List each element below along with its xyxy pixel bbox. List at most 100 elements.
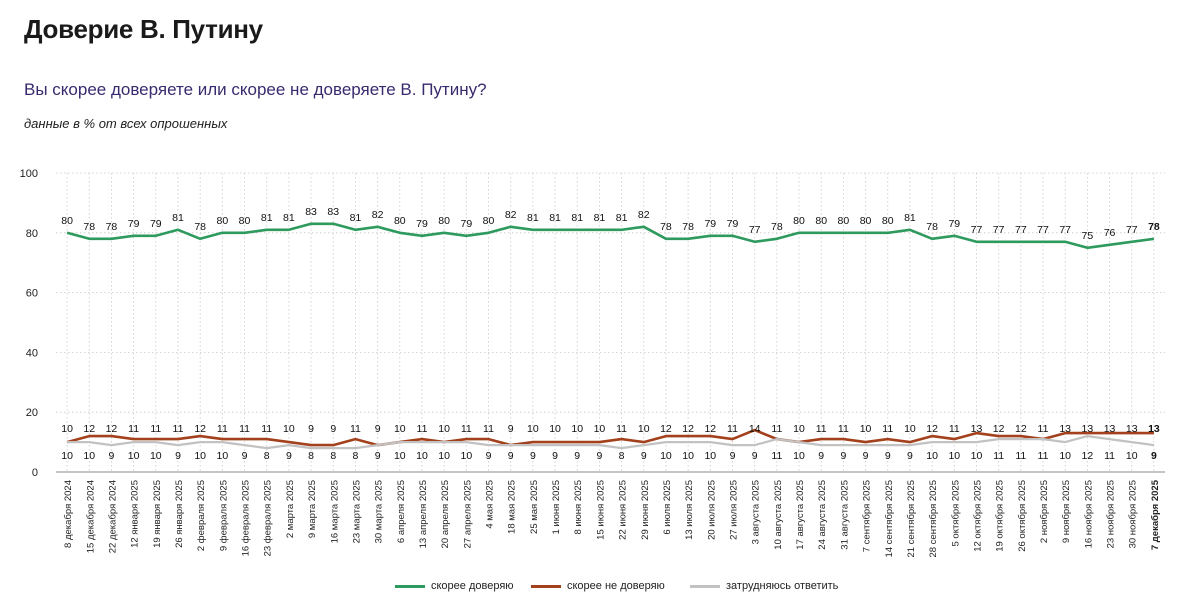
data-label: 11 bbox=[1015, 450, 1026, 462]
data-label: 14 bbox=[749, 423, 761, 435]
data-label: 10 bbox=[61, 450, 73, 462]
x-tick-label: 5 октября 2025 bbox=[950, 480, 961, 547]
x-tick-label: 21 сентября 2025 bbox=[906, 480, 917, 558]
data-label: 80 bbox=[394, 215, 406, 227]
data-label: 11 bbox=[949, 423, 960, 435]
x-tick-label: 2 марта 2025 bbox=[285, 480, 296, 538]
x-tick-label: 4 мая 2025 bbox=[485, 480, 496, 529]
data-label: 10 bbox=[394, 423, 406, 435]
x-tick-label: 25 мая 2025 bbox=[529, 480, 540, 534]
data-label: 80 bbox=[793, 215, 805, 227]
x-tick-label: 2 ноября 2025 bbox=[1039, 480, 1050, 543]
data-label: 83 bbox=[327, 206, 339, 218]
data-label: 9 bbox=[885, 450, 891, 462]
data-label: 10 bbox=[638, 423, 650, 435]
data-label: 11 bbox=[1104, 450, 1115, 462]
x-tick-label: 30 ноября 2025 bbox=[1128, 480, 1139, 548]
data-label: 11 bbox=[483, 423, 494, 435]
x-tick-label: 9 ноября 2025 bbox=[1061, 480, 1072, 543]
data-label: 77 bbox=[971, 224, 983, 236]
data-label: 79 bbox=[416, 218, 428, 230]
data-label: 9 bbox=[552, 450, 558, 462]
data-label: 78 bbox=[926, 221, 938, 233]
data-label: 10 bbox=[793, 423, 805, 435]
data-label: 9 bbox=[596, 450, 602, 462]
x-tick-label: 27 июля 2025 bbox=[728, 480, 739, 540]
data-label: 75 bbox=[1082, 230, 1094, 242]
data-label: 78 bbox=[83, 221, 95, 233]
x-tick-label: 13 апреля 2025 bbox=[418, 480, 429, 548]
data-label: 10 bbox=[527, 423, 539, 435]
x-tick-label: 1 июня 2025 bbox=[551, 480, 562, 535]
x-tick-label: 30 марта 2025 bbox=[374, 480, 385, 543]
data-label: 11 bbox=[771, 423, 782, 435]
data-label: 82 bbox=[372, 209, 384, 221]
data-label: 11 bbox=[1038, 450, 1049, 462]
legend-item: скорее доверяю bbox=[395, 580, 514, 592]
data-label: 79 bbox=[727, 218, 739, 230]
x-tick-label: 9 февраля 2025 bbox=[218, 480, 229, 551]
x-tick-label: 16 ноября 2025 bbox=[1083, 480, 1094, 548]
data-label: 81 bbox=[261, 212, 273, 224]
data-label: 80 bbox=[838, 215, 850, 227]
data-label: 11 bbox=[882, 423, 893, 435]
x-tick-label: 31 августа 2025 bbox=[839, 480, 850, 550]
x-tick-label: 17 августа 2025 bbox=[795, 480, 806, 550]
data-label: 10 bbox=[549, 423, 561, 435]
x-tick-label: 12 октября 2025 bbox=[972, 480, 983, 552]
data-label: 13 bbox=[1148, 423, 1160, 435]
data-label: 78 bbox=[682, 221, 694, 233]
x-tick-label: 13 июля 2025 bbox=[684, 480, 695, 540]
data-label: 81 bbox=[549, 212, 561, 224]
data-label: 79 bbox=[128, 218, 140, 230]
x-tick-label: 7 декабря 2025 bbox=[1150, 479, 1161, 550]
data-label: 8 bbox=[264, 450, 270, 462]
chart-note: данные в % от всех опрошенных bbox=[24, 116, 228, 131]
x-tick-label: 3 августа 2025 bbox=[751, 480, 762, 544]
data-label: 78 bbox=[106, 221, 118, 233]
data-label: 11 bbox=[816, 423, 827, 435]
series-line bbox=[66, 428, 1154, 447]
data-label: 80 bbox=[815, 215, 827, 227]
series-line bbox=[66, 222, 1155, 250]
x-tick-label: 19 января 2025 bbox=[152, 480, 163, 548]
data-label: 77 bbox=[1059, 224, 1071, 236]
data-label: 10 bbox=[416, 450, 428, 462]
y-tick-label: 0 bbox=[32, 467, 38, 479]
x-tick-label: 20 апреля 2025 bbox=[440, 480, 451, 548]
x-tick-label: 8 декабря 2024 bbox=[63, 480, 74, 548]
data-label: 10 bbox=[394, 450, 406, 462]
x-tick-label: 26 октября 2025 bbox=[1017, 480, 1028, 552]
data-label: 13 bbox=[1082, 423, 1094, 435]
data-label: 9 bbox=[840, 450, 846, 462]
data-label: 10 bbox=[682, 450, 694, 462]
data-label: 80 bbox=[217, 215, 229, 227]
legend-swatch bbox=[531, 584, 561, 588]
data-label: 12 bbox=[1015, 423, 1027, 435]
data-label: 81 bbox=[616, 212, 628, 224]
data-label: 13 bbox=[1059, 423, 1071, 435]
data-label: 10 bbox=[283, 423, 295, 435]
data-label: 80 bbox=[882, 215, 894, 227]
data-label: 77 bbox=[993, 224, 1005, 236]
data-label: 12 bbox=[926, 423, 938, 435]
x-tick-label: 23 февраля 2025 bbox=[263, 480, 274, 556]
x-tick-label: 29 июня 2025 bbox=[640, 480, 651, 540]
data-label: 12 bbox=[106, 423, 118, 435]
data-label: 79 bbox=[948, 218, 960, 230]
data-label: 80 bbox=[239, 215, 251, 227]
data-label: 13 bbox=[1126, 423, 1138, 435]
x-tick-label: 16 марта 2025 bbox=[329, 480, 340, 543]
data-label: 78 bbox=[194, 221, 206, 233]
data-label: 9 bbox=[907, 450, 913, 462]
data-label: 11 bbox=[417, 423, 428, 435]
x-tick-label: 27 апреля 2025 bbox=[462, 480, 473, 548]
data-label: 11 bbox=[616, 423, 627, 435]
data-label: 8 bbox=[330, 450, 336, 462]
x-tick-label: 14 сентября 2025 bbox=[884, 480, 895, 558]
data-label: 77 bbox=[1037, 224, 1049, 236]
data-label: 81 bbox=[283, 212, 295, 224]
y-tick-label: 40 bbox=[26, 347, 38, 359]
data-label: 81 bbox=[527, 212, 539, 224]
data-label: 10 bbox=[438, 450, 450, 462]
